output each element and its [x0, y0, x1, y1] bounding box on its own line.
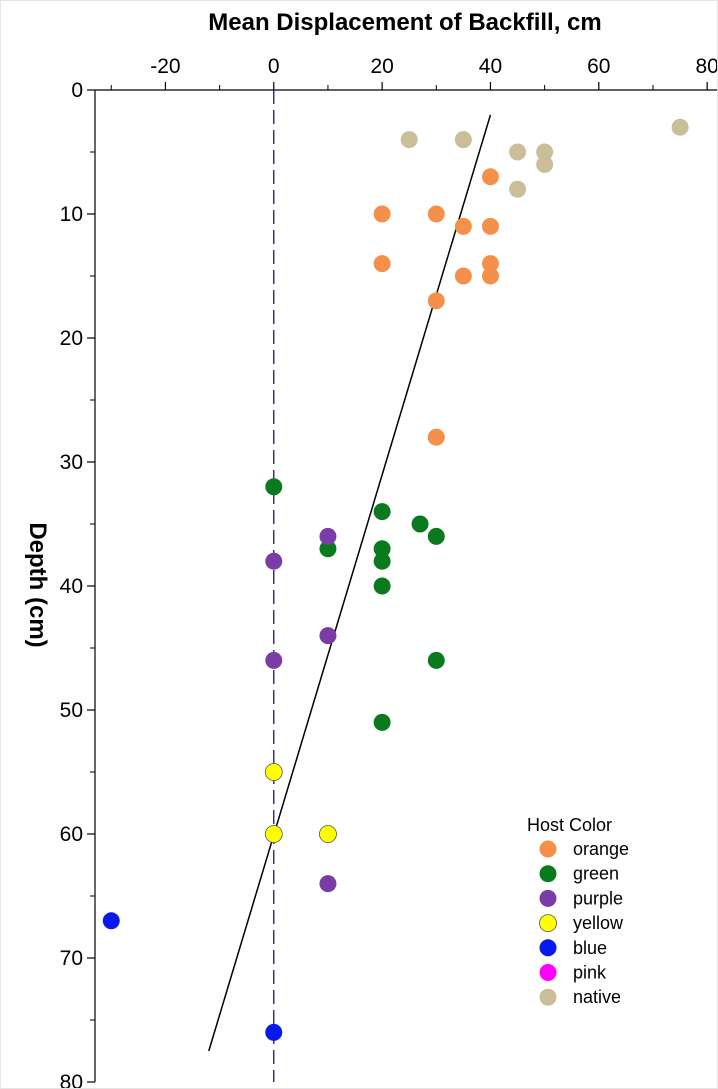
- data-point-blue: [102, 912, 120, 930]
- x-tick-label: 60: [587, 55, 610, 78]
- legend-label-blue: blue: [573, 938, 607, 958]
- data-point-native: [509, 143, 527, 161]
- y-tick-label: 60: [60, 823, 83, 846]
- data-point-native: [671, 118, 689, 136]
- y-tick-label: 40: [60, 575, 83, 598]
- y-tick-label: 70: [60, 947, 83, 970]
- data-point-orange: [454, 267, 472, 285]
- legend-label-pink: pink: [573, 963, 607, 983]
- legend-marker-blue: [539, 939, 557, 957]
- data-point-purple: [265, 552, 283, 570]
- y-tick-label: 80: [60, 1071, 83, 1089]
- legend: Host Color orange green purple yellow blue pin…: [527, 815, 629, 1007]
- y-tick-label: 10: [60, 203, 83, 226]
- legend-label-green: green: [573, 864, 619, 884]
- legend-marker-orange: [539, 840, 557, 858]
- data-point-orange: [481, 168, 499, 186]
- data-point-orange: [427, 205, 445, 223]
- data-point-purple: [265, 651, 283, 669]
- data-point-orange: [373, 205, 391, 223]
- data-point-green: [427, 651, 445, 669]
- fit-line: [208, 114, 492, 1052]
- data-point-orange: [481, 267, 499, 285]
- data-point-native: [509, 180, 527, 198]
- x-tick-label: 40: [479, 55, 502, 78]
- data-point-orange: [427, 292, 445, 310]
- data-point-purple: [319, 527, 337, 545]
- data-point-green: [411, 515, 429, 533]
- x-tick-label: -20: [150, 55, 180, 78]
- data-point-green: [427, 527, 445, 545]
- y-axis-label: Depth (cm): [24, 522, 51, 647]
- data-point-yellow: [264, 763, 283, 781]
- legend-label-native: native: [573, 987, 621, 1007]
- legend-label-orange: orange: [573, 839, 629, 859]
- data-point-native: [400, 131, 418, 149]
- legend-marker-native: [539, 988, 557, 1006]
- data-point-orange: [481, 255, 499, 273]
- data-point-blue: [265, 1023, 283, 1041]
- plot-area: [102, 90, 689, 1082]
- x-tick-label: 20: [370, 55, 393, 78]
- data-point-yellow: [264, 825, 283, 843]
- data-point-native: [536, 143, 554, 161]
- data-point-purple: [319, 627, 337, 645]
- legend-label-purple: purple: [573, 888, 623, 908]
- data-point-green: [373, 577, 391, 595]
- data-point-green: [373, 552, 391, 570]
- data-point-orange: [373, 255, 391, 273]
- x-tick-label: 80: [695, 55, 718, 78]
- legend-label-yellow: yellow: [573, 913, 624, 933]
- data-point-green: [373, 713, 391, 731]
- y-axis: 0 10 20 30 40 50 60 70 80: [60, 79, 96, 1089]
- y-tick-label: 20: [60, 327, 83, 350]
- data-point-green: [319, 540, 337, 558]
- data-point-purple: [319, 875, 337, 893]
- y-tick-label: 30: [60, 451, 83, 474]
- legend-marker-yellow: [539, 914, 557, 932]
- legend-marker-pink: [539, 964, 557, 981]
- data-point-green: [373, 540, 391, 558]
- data-point-orange: [481, 217, 499, 235]
- x-tick-label: 0: [268, 55, 280, 78]
- chart-title: Mean Displacement of Backfill, cm: [208, 9, 601, 36]
- data-point-green: [265, 478, 283, 496]
- data-point-orange: [454, 217, 472, 235]
- legend-title: Host Color: [527, 815, 612, 835]
- data-point-native: [536, 155, 554, 173]
- y-tick-label: 0: [71, 79, 83, 102]
- y-tick-label: 50: [60, 699, 83, 722]
- data-point-orange: [427, 428, 445, 446]
- legend-marker-purple: [539, 889, 557, 907]
- legend-marker-green: [539, 865, 557, 883]
- data-point-yellow: [319, 825, 337, 843]
- data-point-green: [373, 503, 391, 521]
- x-axis: -20 0 20 40 60 80: [95, 55, 718, 91]
- data-point-native: [454, 131, 472, 149]
